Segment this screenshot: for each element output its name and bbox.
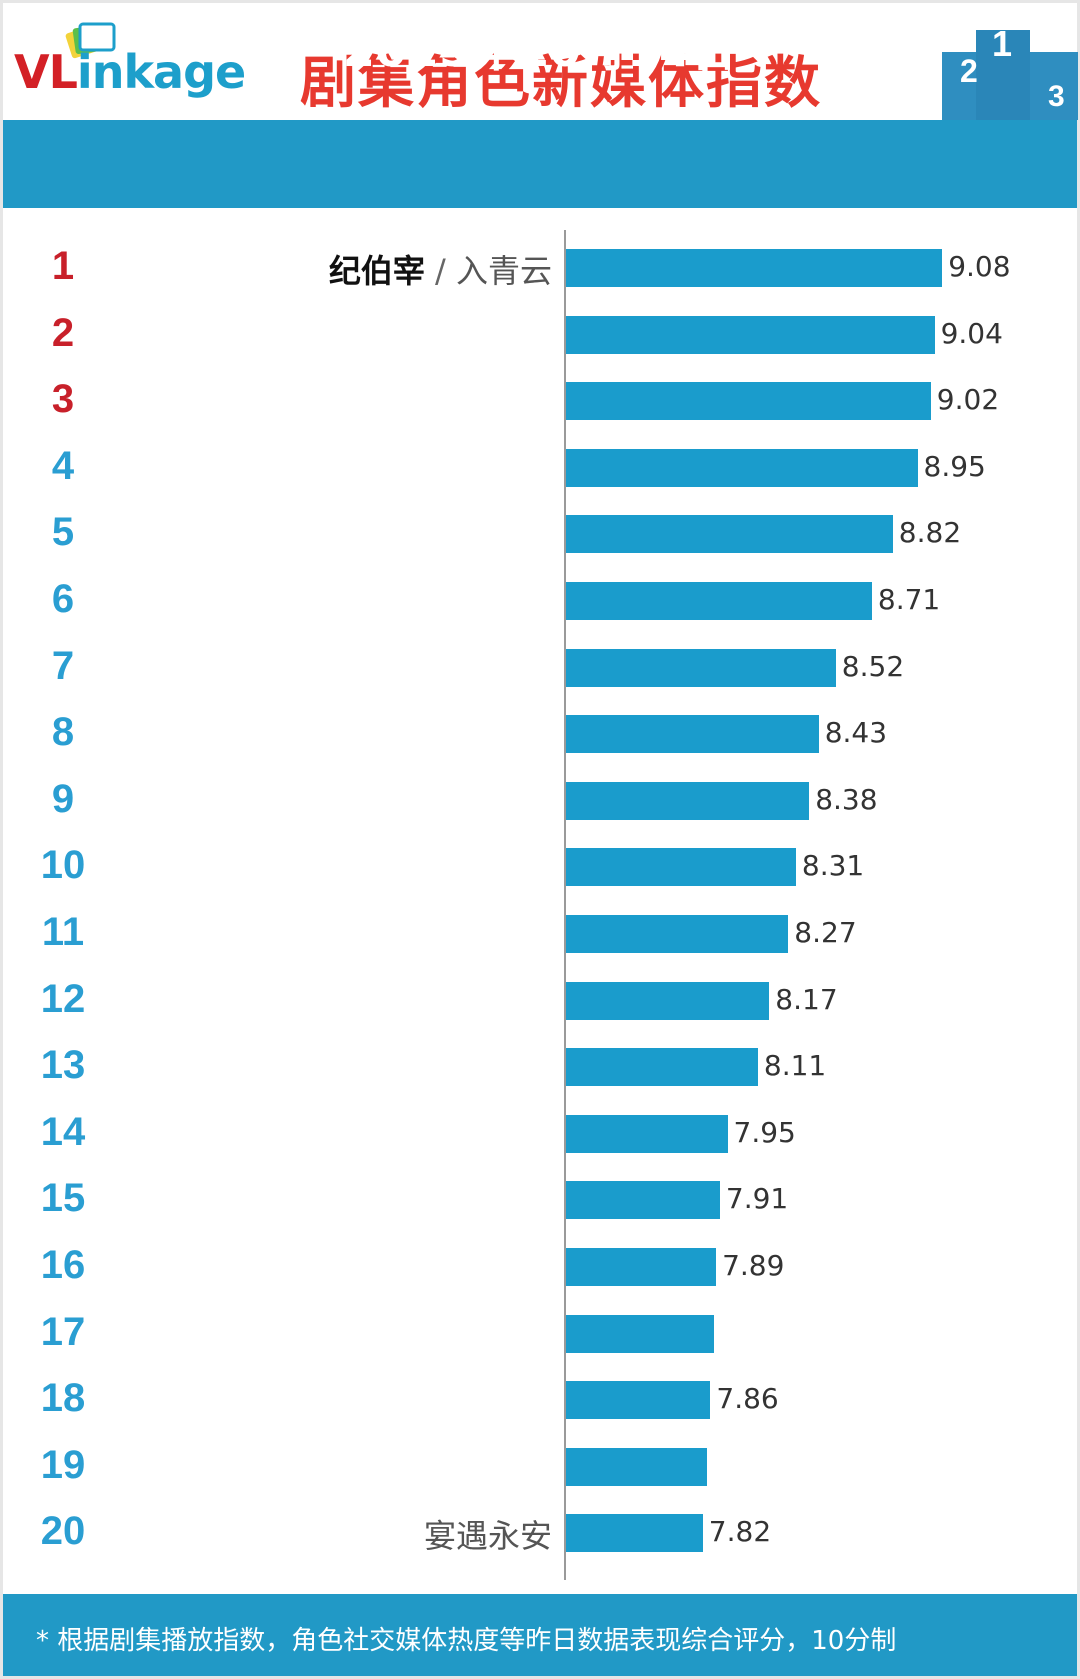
bar-18 (566, 1381, 711, 1420)
value-label-7: 8.52 (841, 649, 905, 683)
value-label-5: 8.82 (898, 516, 962, 550)
chart-title: 剧集角色新媒体指数 (300, 51, 822, 116)
bar-19 (566, 1447, 707, 1486)
drama-name: 入青云 (455, 252, 552, 290)
bar-3 (566, 382, 931, 421)
rank-4: 4 (51, 443, 75, 488)
rank-3: 3 (51, 377, 75, 422)
bar-1 (566, 249, 943, 287)
footer-band (3, 1594, 1077, 1676)
label-separator: / (424, 252, 456, 290)
bar-5 (566, 515, 893, 554)
bar-10 (566, 848, 796, 887)
rank-14: 14 (40, 1109, 86, 1154)
value-label-1: 9.08 (948, 250, 1011, 283)
bar-16 (566, 1248, 717, 1286)
date-band (3, 120, 1077, 208)
rank-9: 9 (51, 776, 75, 821)
value-label-10: 8.31 (801, 849, 865, 883)
bar-11 (566, 915, 789, 953)
rank-11: 11 (41, 910, 85, 954)
y-axis-line (564, 230, 566, 1580)
value-label-15: 7.91 (725, 1182, 789, 1216)
podium-icon: 2 1 3 (942, 23, 1078, 120)
rank-18: 18 (40, 1376, 86, 1421)
rank-13: 13 (40, 1043, 86, 1088)
bar-12 (566, 981, 770, 1020)
rank-20: 20 (40, 1509, 86, 1554)
rank-16: 16 (40, 1243, 86, 1287)
bar-4 (566, 448, 918, 487)
svg-text:3: 3 (1048, 80, 1065, 113)
rank-6: 6 (51, 577, 75, 621)
bar-6 (566, 582, 872, 620)
value-label-2: 9.04 (940, 316, 1003, 350)
bar-14 (566, 1114, 728, 1153)
value-label-4: 8.95 (923, 449, 986, 483)
rank-15: 15 (40, 1176, 86, 1221)
bar-9 (566, 781, 810, 820)
rank-12: 12 (40, 976, 86, 1021)
bar-20 (566, 1514, 703, 1553)
bar-15 (566, 1181, 720, 1220)
value-label-14: 7.95 (733, 1115, 796, 1149)
svg-text:2: 2 (960, 53, 978, 89)
rank-2: 2 (51, 310, 75, 355)
rank-7: 7 (51, 643, 75, 688)
vlinkage-logo: VLinkage (14, 45, 246, 99)
value-label-12: 8.17 (775, 982, 838, 1016)
bar-17 (566, 1314, 715, 1353)
bar-7 (566, 648, 836, 687)
footnote: * 根据剧集播放指数，角色社交媒体热度等昨日数据表现综合评分，10分制 (36, 1626, 897, 1656)
rank-17: 17 (40, 1309, 86, 1354)
logo-text-red: VL (14, 45, 78, 99)
logo-cards-icon (65, 22, 116, 59)
drama-name: 宴遇永安 (423, 1517, 552, 1556)
rank-1: 1 (51, 244, 75, 288)
value-label-9: 8.38 (815, 782, 878, 816)
value-label-13: 8.11 (763, 1049, 827, 1083)
svg-text:1: 1 (992, 23, 1012, 64)
value-label-16: 7.89 (722, 1249, 785, 1282)
value-label-6: 8.71 (877, 583, 941, 616)
rank-8: 8 (51, 710, 75, 755)
value-label-8: 8.43 (824, 716, 888, 750)
rank-19: 19 (40, 1442, 86, 1487)
rank-10: 10 (40, 843, 86, 888)
value-label-20: 7.82 (708, 1515, 772, 1549)
value-label-18: 7.86 (716, 1382, 779, 1416)
value-label-11: 8.27 (794, 916, 857, 949)
character-name: 纪伯宰 (328, 252, 425, 290)
value-label-3: 9.02 (936, 383, 1000, 417)
bar-8 (566, 715, 819, 754)
chart-date: 2025年10月14日 (342, 23, 738, 77)
bar-2 (566, 315, 935, 354)
row-label-1: 纪伯宰 / 入青云 (329, 246, 552, 292)
row-label-20: 宴遇永安 (424, 1511, 552, 1557)
bar-13 (566, 1048, 758, 1087)
rank-5: 5 (51, 510, 75, 555)
logo-text-blue: inkage (76, 45, 246, 99)
